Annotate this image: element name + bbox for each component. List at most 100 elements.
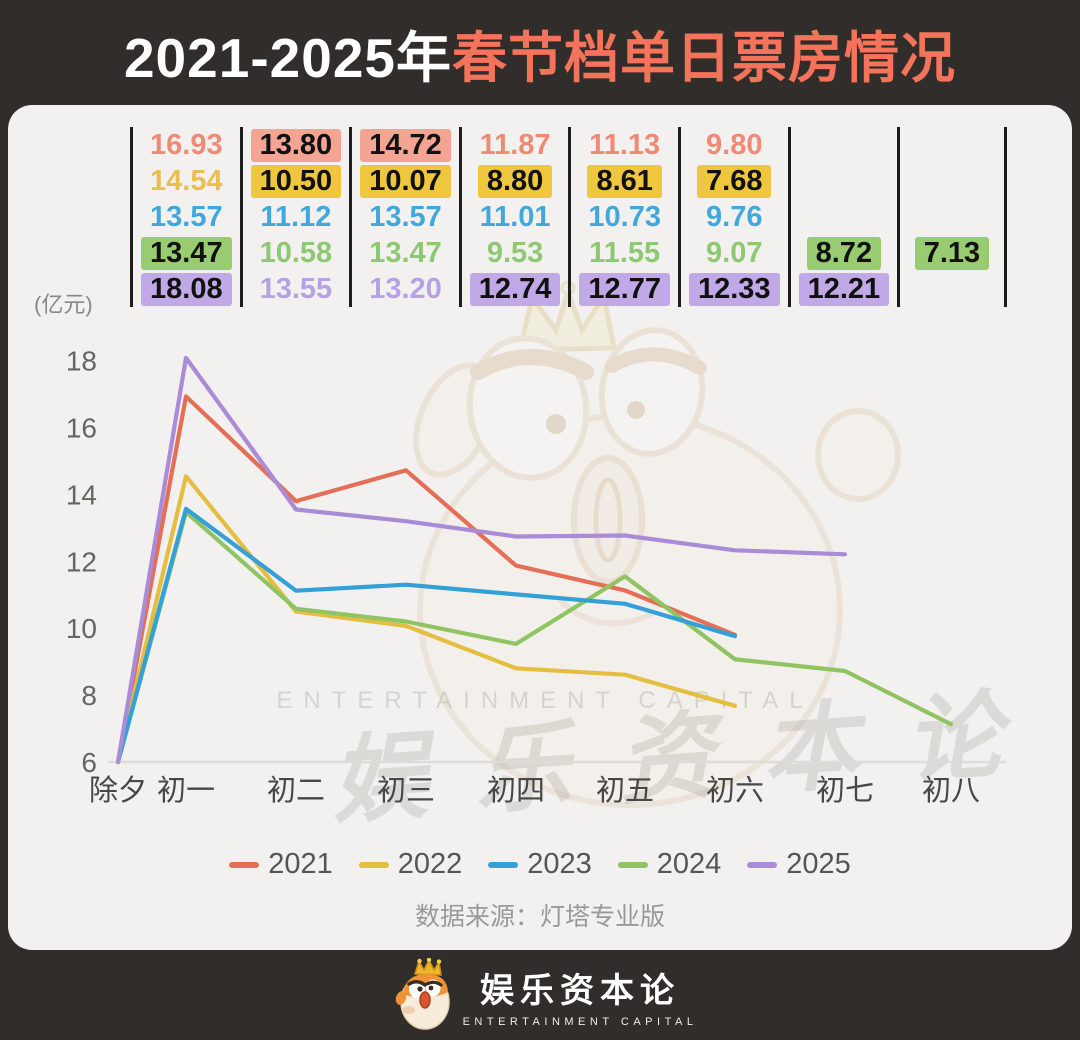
value: 13.57: [369, 200, 442, 233]
legend-swatch: [488, 861, 519, 868]
x-tick-label: 初四: [487, 774, 545, 807]
value-cell-2023: 13.57: [133, 199, 240, 235]
highlighted-value: 8.72: [806, 236, 882, 270]
legend-item-2022: 2022: [358, 848, 463, 881]
legend-swatch: [229, 861, 260, 868]
value-cell-2021: [791, 127, 898, 163]
x-tick-label: 除夕: [89, 774, 147, 807]
value-cell-2022: 7.68: [681, 163, 788, 199]
y-tick-label: 16: [66, 413, 97, 444]
page-title-years: 2021-2025年: [123, 26, 452, 89]
value-cell-2023: [900, 199, 1004, 235]
y-axis-unit-label: (亿元): [34, 292, 93, 317]
value-table-column-初七: 8.72 12.21: [787, 127, 898, 307]
value: 9.07: [706, 236, 763, 269]
highlighted-value: 7.13: [914, 236, 990, 270]
y-tick-label: 10: [66, 613, 97, 644]
highlighted-value: 12.77: [579, 272, 670, 306]
legend-item-2023: 2023: [488, 848, 592, 881]
value-cell-2024: 13.47: [133, 235, 240, 271]
series-line-2025: [115, 355, 848, 765]
highlighted-value: 8.61: [587, 164, 662, 198]
value-table-column-初一: 16.93 14.54 13.57 13.47 18.08: [130, 127, 240, 307]
legend-item-2025: 2025: [747, 848, 851, 881]
y-tick-label: 12: [66, 546, 97, 577]
value-cell-2022: 10.07: [352, 163, 459, 199]
x-tick-label: 初五: [596, 774, 654, 807]
value-cell-2022: 8.80: [462, 163, 569, 199]
legend-label: 2021: [268, 848, 333, 880]
value-cell-2022: 10.50: [243, 163, 350, 199]
x-tick-label: 初二: [267, 774, 325, 807]
x-tick-label: 初一: [157, 774, 215, 807]
legend-item-2021: 2021: [229, 848, 333, 881]
value-cell-2021: 13.80: [243, 127, 350, 163]
value-cell-2023: 11.12: [243, 199, 350, 235]
value-cell-2021: 14.72: [352, 127, 459, 163]
watermark-mascot-image: [412, 280, 901, 808]
value: 11.12: [260, 200, 332, 233]
legend-swatch: [747, 861, 778, 868]
value-cell-2022: [791, 163, 898, 199]
data-source-note: 数据来源：灯塔专业版: [0, 897, 1080, 933]
highlighted-value: 10.50: [250, 164, 342, 198]
header: 2021-2025年春节档单日票房情况: [0, 0, 1080, 105]
value-cell-2025: 12.21: [791, 271, 898, 307]
highlighted-value: 12.74: [469, 272, 561, 306]
value-cell-2025: 12.33: [681, 271, 788, 307]
y-tick-label: 14: [66, 479, 97, 510]
highlighted-value: 13.47: [141, 236, 232, 270]
value-table-column-初四: 11.87 8.80 11.01 9.53 12.74: [458, 127, 569, 307]
y-tick-label: 6: [81, 747, 97, 778]
highlighted-value: 14.72: [360, 128, 451, 162]
highlighted-value: 7.68: [697, 164, 772, 198]
legend-swatch: [617, 861, 648, 868]
legend-label: 2025: [786, 848, 851, 880]
value-cell-2023: [791, 199, 898, 235]
value-cell-2021: 9.80: [681, 127, 788, 163]
highlighted-value: 13.80: [250, 128, 342, 162]
value: 9.80: [706, 128, 763, 161]
value-table-column-初六: 9.80 7.68 9.76 9.07 12.33: [677, 127, 788, 307]
x-tick-label: 初八: [922, 774, 980, 807]
value-cell-2025: 12.74: [462, 271, 569, 307]
y-axis-tick-labels: 18 16 14 12 10 8 6: [66, 346, 97, 778]
brand-logo: 娱乐资本论 ENTERTAINMENT CAPITAL: [395, 958, 698, 1032]
value-cell-2025: [900, 271, 1004, 307]
value: 9.76: [706, 200, 763, 233]
highlighted-value: 12.21: [798, 272, 890, 306]
brand-mascot-icon: [395, 958, 450, 1030]
value-table-column-初五: 11.13 8.61 10.73 11.55 12.77: [568, 127, 678, 307]
value: 10.58: [259, 236, 333, 269]
x-tick-label: 初三: [377, 774, 435, 807]
data-source-text: 数据来源：灯塔专业版: [414, 903, 665, 931]
value-cell-2024: 7.13: [900, 235, 1004, 271]
legend-label: 2024: [656, 848, 722, 880]
highlighted-value: 12.33: [688, 272, 780, 306]
value-cell-2023: 13.57: [352, 199, 459, 235]
value-cell-2025: 13.20: [352, 271, 459, 307]
value-table: 16.93 14.54 13.57 13.47 18.08 13.80 10.50 11.12…: [130, 127, 1007, 307]
value-cell-2023: 10.73: [571, 199, 678, 235]
value-cell-2021: [900, 127, 1004, 163]
value-cell-2024: 8.72: [791, 235, 898, 271]
value: 13.20: [369, 272, 442, 305]
y-tick-label: 8: [81, 680, 97, 711]
chart-legend: 2021 2022 2023 2024 2025: [0, 848, 1080, 881]
series-line-2022: [115, 474, 738, 765]
value-cell-2021: 16.93: [133, 127, 240, 163]
value: 11.87: [479, 128, 551, 161]
series-line-2023: [115, 506, 738, 765]
value-cell-2023: 11.01: [462, 199, 569, 235]
y-tick-label: 18: [66, 346, 97, 377]
brand-text: 娱乐资本论 ENTERTAINMENT CAPITAL: [463, 963, 698, 1028]
brand-name-en: ENTERTAINMENT CAPITAL: [462, 1015, 698, 1028]
value-table-column-初三: 14.72 10.07 13.57 13.47 13.20: [349, 127, 459, 307]
legend-label: 2022: [397, 848, 463, 880]
value: 13.47: [369, 236, 442, 269]
value: 13.55: [259, 272, 333, 305]
series-line-2021: [115, 394, 738, 765]
highlighted-value: 10.07: [360, 164, 451, 198]
